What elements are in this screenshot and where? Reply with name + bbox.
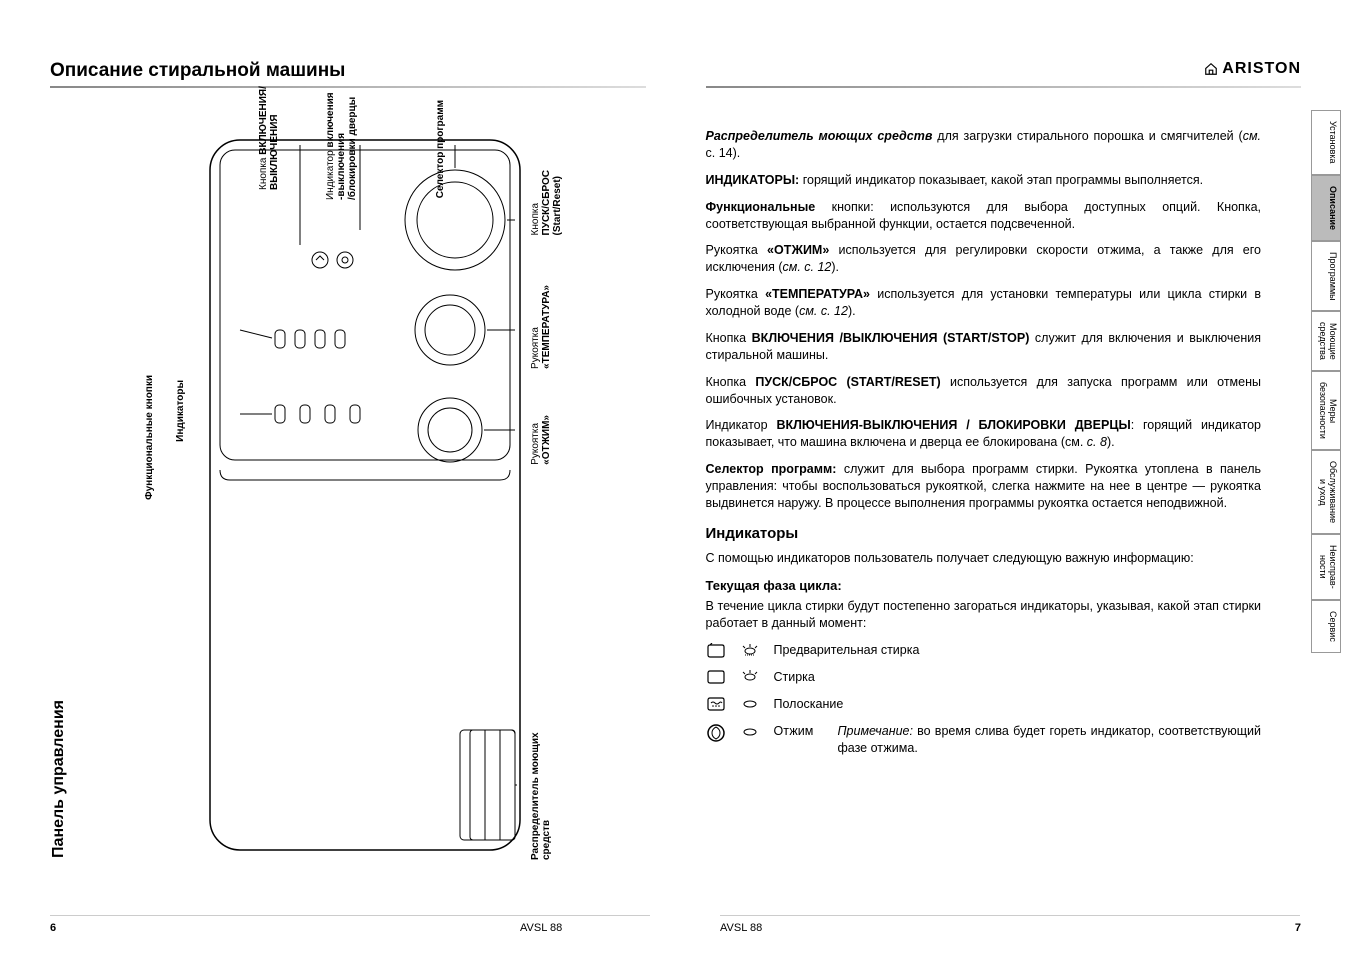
phase-row-spin: Отжим Примечание: во время слива будет г… bbox=[706, 723, 1262, 757]
label-func-buttons: Функциональные кнопки bbox=[144, 375, 155, 500]
side-tabs: УстановкаОписаниеПрограммыМоющие средств… bbox=[1311, 110, 1341, 653]
panel-label: Панель управления bbox=[50, 700, 68, 858]
page-number-right: 7 bbox=[1295, 922, 1301, 934]
indicators-heading: Индикаторы bbox=[706, 524, 1262, 544]
model-code-right: AVSL 88 bbox=[720, 922, 762, 934]
side-tab[interactable]: Программы bbox=[1311, 241, 1341, 312]
label-on-off-btn: Кнопка ВКЛЮЧЕНИЯ/ВЫКЛЮЧЕНИЯ bbox=[258, 70, 280, 190]
led-on-icon bbox=[740, 670, 760, 684]
description-text: Распределитель моющих средств для загруз… bbox=[706, 118, 1302, 757]
led-on-icon bbox=[740, 644, 760, 658]
model-code-left: AVSL 88 bbox=[520, 922, 562, 934]
side-tab[interactable]: Обслуживание и уход bbox=[1311, 450, 1341, 534]
label-temperature: Рукоятка«ТЕМПЕРАТУРА» bbox=[530, 285, 552, 369]
page-number-left: 6 bbox=[50, 922, 56, 934]
spin-icon bbox=[706, 723, 726, 743]
side-tab[interactable]: Установка bbox=[1311, 110, 1341, 175]
side-tab[interactable]: Меры безопасности bbox=[1311, 371, 1341, 450]
phase-row-wash: Стирка bbox=[706, 669, 1262, 686]
label-program-selector: Селектор программ bbox=[435, 100, 446, 198]
footer-rule-left bbox=[50, 915, 650, 916]
left-page: Описание стиральной машины Панель управл… bbox=[50, 60, 646, 924]
heading-rule-right bbox=[706, 86, 1302, 88]
footer-rule-right bbox=[720, 915, 1300, 916]
rinse-icon bbox=[706, 696, 726, 712]
side-tab[interactable]: Неисправ- ности bbox=[1311, 534, 1341, 600]
tub-icon bbox=[706, 669, 726, 685]
led-off-icon bbox=[740, 699, 760, 709]
label-on-off-lock: Индикатор включения-выключения/блокировк… bbox=[325, 60, 358, 200]
right-page: ARISTON Распределитель моющих средств дл… bbox=[706, 60, 1302, 924]
label-indicators: Индикаторы bbox=[175, 380, 186, 442]
tub-icon bbox=[706, 643, 726, 659]
phase-row-prewash: Предварительная стирка bbox=[706, 642, 1262, 659]
led-off-icon bbox=[740, 723, 760, 737]
control-panel-diagram: Функциональные кнопки Индикаторы Кнопка … bbox=[130, 130, 590, 860]
phase-heading: Текущая фаза цикла: bbox=[706, 577, 1262, 595]
label-spin: Рукоятка«ОТЖИМ» bbox=[530, 415, 552, 465]
label-start-reset: КнопкаПУСК/СБРОС(Start/Reset) bbox=[530, 170, 563, 235]
side-tab[interactable]: Моющие средства bbox=[1311, 311, 1341, 371]
phase-row-rinse: Полоскание bbox=[706, 696, 1262, 713]
side-tab[interactable]: Описание bbox=[1311, 175, 1341, 241]
house-icon bbox=[1204, 62, 1218, 76]
label-detergent: Распределитель моющих средств bbox=[530, 730, 552, 860]
brand-logo: ARISTON bbox=[1204, 60, 1301, 78]
side-tab[interactable]: Сервис bbox=[1311, 600, 1341, 653]
machine-outline bbox=[200, 130, 530, 860]
